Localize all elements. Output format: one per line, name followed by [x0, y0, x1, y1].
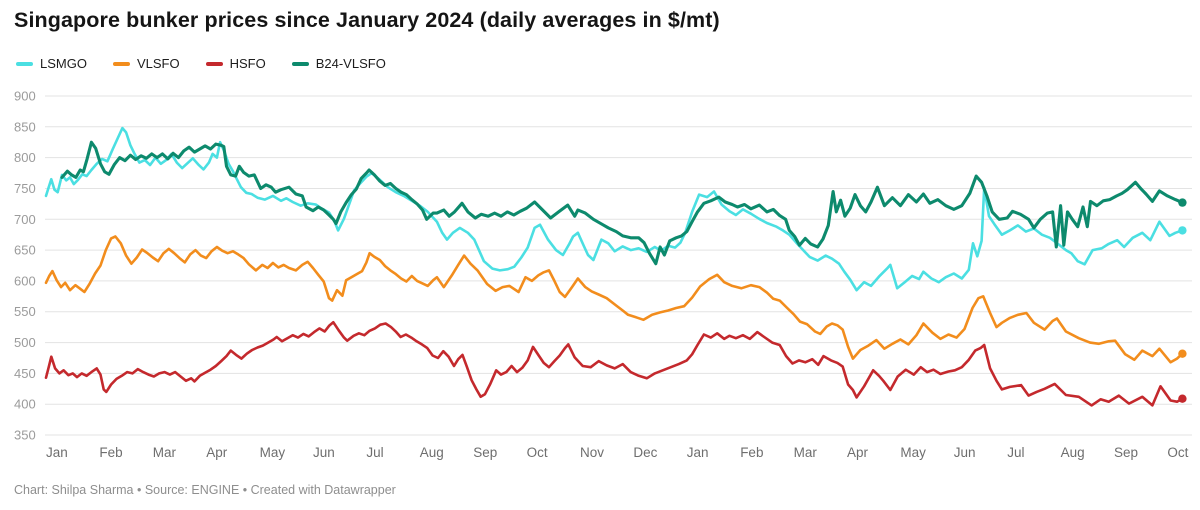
y-axis-label-600: 600: [14, 273, 36, 288]
legend-swatch-vlsfo: [112, 61, 130, 66]
legend-item-hsfo[interactable]: HSFO: [205, 56, 266, 71]
legend-swatch-lsmgo: [16, 61, 33, 66]
legend-label-hsfo: HSFO: [229, 56, 266, 71]
legend-swatch-b24-vlsfo: [291, 61, 309, 66]
y-axis-label-400: 400: [14, 397, 36, 412]
x-axis-label-1: Feb: [99, 445, 122, 460]
legend-label-vlsfo: VLSFO: [136, 56, 180, 71]
attribution-line: Chart: Shilpa Sharma • Source: ENGINE • …: [14, 483, 396, 497]
series-line-hsfo: [44, 320, 1184, 407]
x-axis-label-15: Apr: [847, 445, 869, 460]
series-line-lsmgo: [44, 126, 1184, 292]
x-axis-label-2: Mar: [153, 445, 177, 460]
x-axis-label-14: Mar: [794, 445, 818, 460]
series-end-dot-hsfo: [1178, 394, 1187, 403]
x-axis-label-13: Feb: [740, 445, 763, 460]
y-axis-label-550: 550: [14, 304, 36, 319]
x-axis-label-9: Oct: [527, 445, 548, 460]
x-axis-label-19: Aug: [1061, 445, 1085, 460]
legend-item-b24-vlsfo[interactable]: B24-VLSFO: [291, 56, 386, 71]
x-axis-label-8: Sep: [473, 445, 497, 460]
legend-swatch-hsfo: [205, 61, 223, 66]
x-axis-label-11: Dec: [633, 445, 657, 460]
x-axis-label-7: Aug: [420, 445, 444, 460]
x-axis-label-16: May: [900, 445, 926, 460]
y-axis-label-800: 800: [14, 150, 36, 165]
y-axis-label-750: 750: [14, 181, 36, 196]
legend-label-b24-vlsfo: B24-VLSFO: [315, 56, 386, 71]
x-axis-label-17: Jun: [954, 445, 976, 460]
series-end-dot-lsmgo: [1178, 226, 1187, 235]
y-axis-label-900: 900: [14, 89, 36, 104]
x-axis-label-4: May: [260, 445, 286, 460]
legend: LSMGO VLSFO HSFO B24-VLSFO: [16, 56, 386, 71]
x-axis-label-6: Jul: [366, 445, 383, 460]
series-line-b24-vlsfo: [60, 140, 1184, 266]
y-axis-label-450: 450: [14, 366, 36, 381]
x-axis-label-3: Apr: [206, 445, 228, 460]
legend-item-vlsfo[interactable]: VLSFO: [112, 56, 180, 71]
x-axis-label-18: Jul: [1007, 445, 1024, 460]
chart-title: Singapore bunker prices since January 20…: [14, 8, 720, 32]
series-end-dot-vlsfo: [1178, 349, 1187, 358]
y-axis-label-650: 650: [14, 243, 36, 258]
y-axis-label-850: 850: [14, 119, 36, 134]
y-axis-label-700: 700: [14, 212, 36, 227]
series-end-dot-b24-vlsfo: [1178, 198, 1187, 207]
x-axis-label-0: Jan: [46, 445, 68, 460]
x-axis-label-21: Oct: [1167, 445, 1188, 460]
legend-item-lsmgo[interactable]: LSMGO: [16, 56, 87, 71]
x-axis-label-5: Jun: [313, 445, 335, 460]
y-axis-label-500: 500: [14, 335, 36, 350]
x-axis-label-20: Sep: [1114, 445, 1138, 460]
series-line-vlsfo: [44, 235, 1184, 364]
legend-label-lsmgo: LSMGO: [40, 56, 87, 71]
y-axis-label-350: 350: [14, 428, 36, 443]
x-axis-label-10: Nov: [580, 445, 604, 460]
x-axis-label-12: Jan: [687, 445, 709, 460]
